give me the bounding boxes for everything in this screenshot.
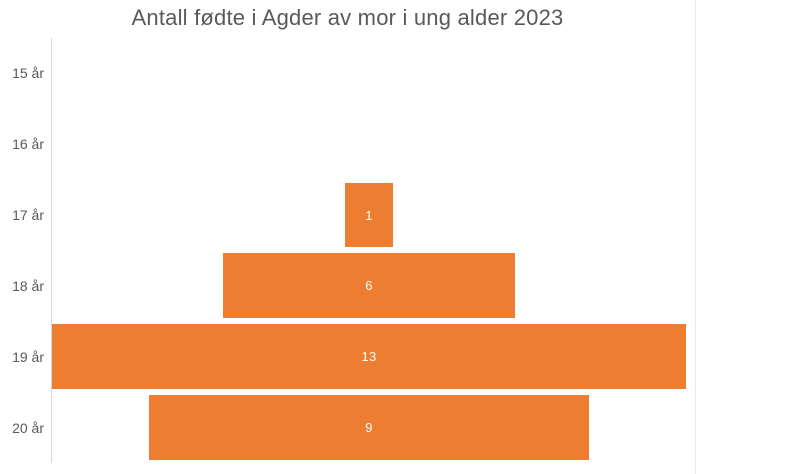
bar: 1	[344, 182, 394, 248]
bar: 13	[51, 324, 687, 390]
chart-row: 16 år	[12, 109, 695, 180]
chart-row: 18 år 6	[12, 250, 695, 321]
chart-row: 17 år 1	[12, 180, 695, 251]
bar: 6	[222, 253, 516, 319]
chart-row: 19 år 13	[12, 321, 695, 392]
chart-row: 20 år 9	[12, 392, 695, 463]
bar: 9	[149, 395, 589, 460]
chart-row: 15 år	[12, 38, 695, 109]
category-label: 18 år	[12, 277, 44, 294]
bar-value-label: 6	[365, 278, 373, 294]
plot-area: 15 år 16 år 17 år 1 18 år 6 19 år 13 20 år 9	[12, 38, 695, 463]
category-label: 19 år	[12, 348, 44, 365]
chart-right-border	[695, 0, 696, 474]
bar-value-label: 13	[361, 349, 377, 365]
category-label: 15 år	[12, 65, 44, 82]
category-label: 16 år	[12, 136, 44, 153]
category-label: 20 år	[12, 419, 44, 436]
category-label: 17 år	[12, 207, 44, 224]
bar-value-label: 9	[365, 420, 373, 436]
bar-value-label: 1	[365, 207, 373, 223]
chart-title: Antall fødte i Agder av mor i ung alder …	[131, 5, 564, 30]
